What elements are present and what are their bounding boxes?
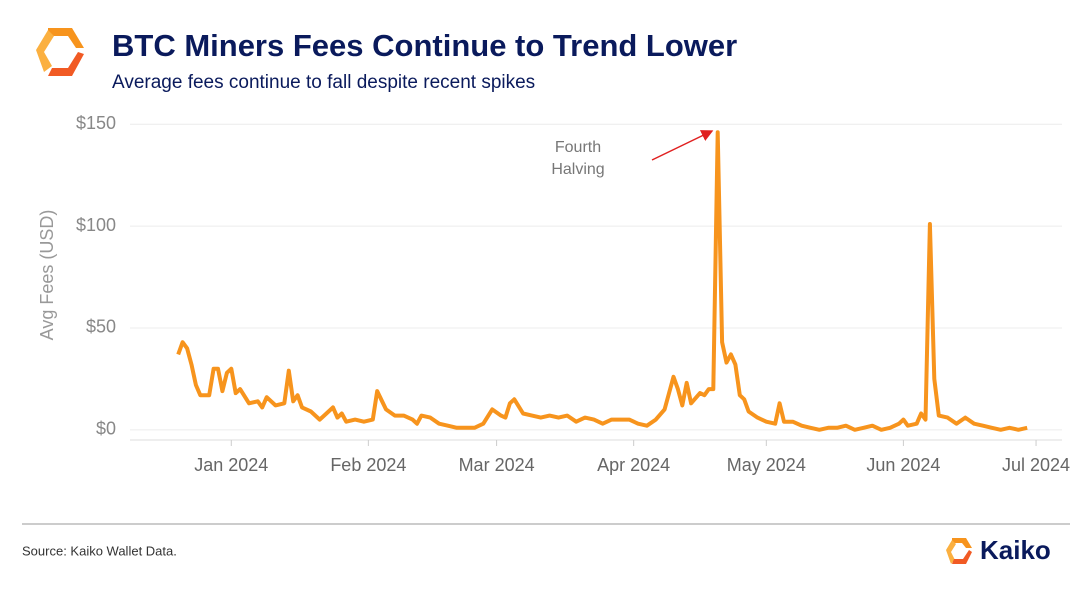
x-tick-label: Mar 2024	[459, 455, 535, 475]
data-line	[176, 130, 1028, 432]
brand: Kaiko	[980, 535, 1051, 565]
y-tick-label: $150	[76, 113, 116, 133]
y-tick-label: $50	[86, 317, 116, 337]
source: Source: Kaiko Wallet Data.	[22, 543, 177, 558]
annotation: Fourth Halving	[551, 139, 604, 178]
brand-logo	[946, 538, 972, 564]
x-tick-label: Apr 2024	[597, 455, 670, 475]
y-axis-label: Avg Fees (USD)	[37, 210, 57, 341]
y-tick-label: $100	[76, 215, 116, 235]
y-tick-label: $0	[96, 419, 116, 439]
logo	[36, 28, 84, 76]
x-tick-label: Feb 2024	[330, 455, 406, 475]
x-tick-label: Jan 2024	[194, 455, 268, 475]
x-tick-label: Jun 2024	[866, 455, 940, 475]
chart-subtitle: Average fees continue to fall despite re…	[112, 72, 535, 93]
annotation-arrow	[651, 130, 714, 161]
x-tick-label: Jul 2024	[1002, 455, 1070, 475]
x-tick-label: May 2024	[727, 455, 806, 475]
chart-title: BTC Miners Fees Continue to Trend Lower	[112, 28, 737, 63]
